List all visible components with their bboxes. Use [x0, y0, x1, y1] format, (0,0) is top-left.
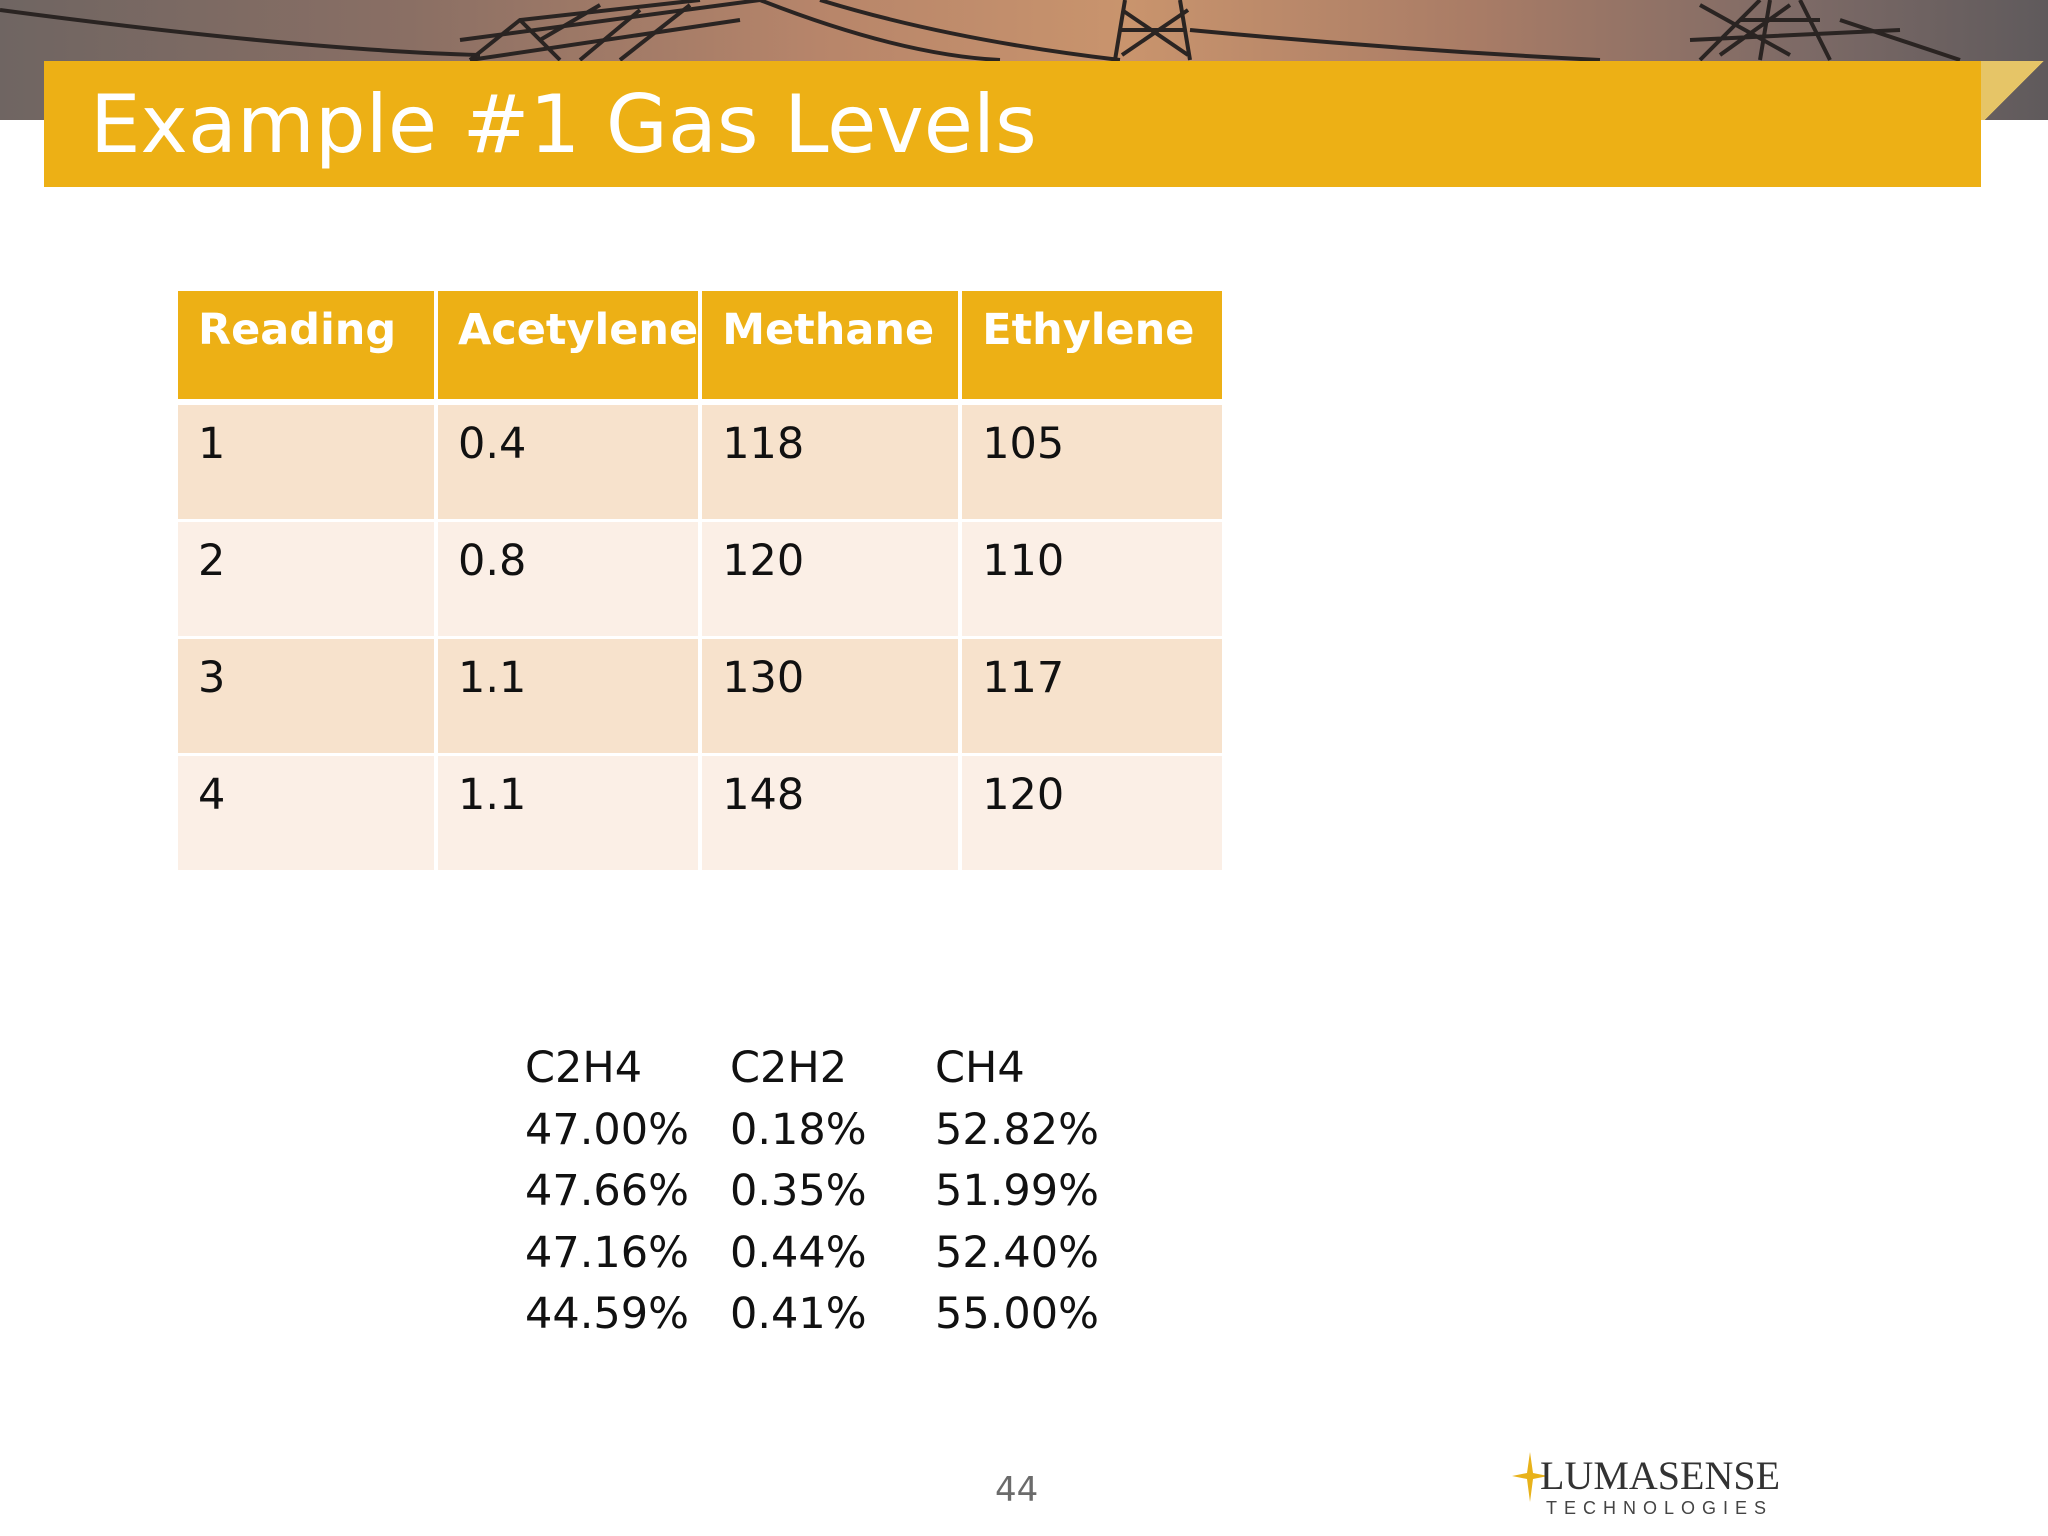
percentage-value: 51.99%: [935, 1166, 1099, 1216]
table-header-row: Reading Acetylene Methane Ethylene: [178, 291, 1223, 405]
company-logo: LUMASENSE TECHNOLOGIES: [1512, 1452, 1780, 1522]
table-cell: 1: [178, 405, 438, 522]
table-cell: 120: [962, 756, 1223, 873]
slide-title: Example #1 Gas Levels: [90, 78, 1037, 171]
column-header-reading: Reading: [178, 291, 438, 405]
table-cell: 148: [702, 756, 963, 873]
table-cell: 3: [178, 639, 438, 756]
percentage-header-c2h2: C2H2: [730, 1043, 848, 1093]
table-row: 4 1.1 148 120: [178, 756, 1223, 873]
gas-levels-table: Reading Acetylene Methane Ethylene 1 0.4…: [178, 291, 1223, 873]
table-row: 3 1.1 130 117: [178, 639, 1223, 756]
percentage-value: 52.82%: [935, 1104, 1099, 1155]
percentage-value: 0.35%: [730, 1166, 867, 1216]
table-cell: 2: [178, 522, 438, 639]
percentage-row: 47.16% 0.44% 52.40%: [525, 1223, 1135, 1285]
table-cell: 0.4: [438, 405, 703, 522]
percentage-value: 47.16%: [525, 1227, 689, 1278]
percentage-value: 52.40%: [935, 1227, 1099, 1278]
table-cell: 0.8: [438, 522, 703, 639]
table-cell: 117: [962, 639, 1223, 756]
percentage-value: 44.59%: [525, 1289, 689, 1339]
title-bar-corner: [1981, 61, 2048, 120]
percentage-value: 47.66%: [525, 1166, 689, 1216]
column-header-methane: Methane: [702, 291, 963, 405]
table-cell: 118: [702, 405, 963, 522]
percentage-value: 47.00%: [525, 1104, 689, 1155]
percentage-value: 55.00%: [935, 1289, 1099, 1339]
column-header-ethylene: Ethylene: [962, 291, 1223, 405]
transmission-tower-icon: [0, 0, 1961, 62]
percentage-row: 47.00% 0.18% 52.82%: [525, 1100, 1135, 1162]
page-number: 44: [995, 1470, 1039, 1510]
gas-percentage-block: C2H4 C2H2 CH4 47.00% 0.18% 52.82% 47.66%…: [525, 1038, 1135, 1346]
table-cell: 105: [962, 405, 1223, 522]
table-row: 1 0.4 118 105: [178, 405, 1223, 522]
percentage-value: 0.44%: [730, 1227, 867, 1278]
table-cell: 120: [702, 522, 963, 639]
logo-tagline: TECHNOLOGIES: [1546, 1498, 1774, 1518]
table-row: 2 0.8 120 110: [178, 522, 1223, 639]
column-header-acetylene: Acetylene: [438, 291, 703, 405]
percentage-row: 44.59% 0.41% 55.00%: [525, 1284, 1135, 1346]
logo-name: LUMASENSE: [1540, 1453, 1781, 1498]
title-bar: [44, 61, 1981, 187]
percentage-row: 47.66% 0.35% 51.99%: [525, 1161, 1135, 1223]
table-cell: 130: [702, 639, 963, 756]
percentage-value: 0.18%: [730, 1104, 867, 1155]
table-cell: 4: [178, 756, 438, 873]
percentage-header-row: C2H4 C2H2 CH4: [525, 1038, 1135, 1100]
percentage-value: 0.41%: [730, 1289, 867, 1339]
table-cell: 1.1: [438, 756, 703, 873]
percentage-header-c2h4: C2H4: [525, 1043, 643, 1093]
percentage-header-ch4: CH4: [935, 1043, 1025, 1093]
logo-star-icon: [1512, 1452, 1548, 1502]
table-cell: 110: [962, 522, 1223, 639]
table-cell: 1.1: [438, 639, 703, 756]
